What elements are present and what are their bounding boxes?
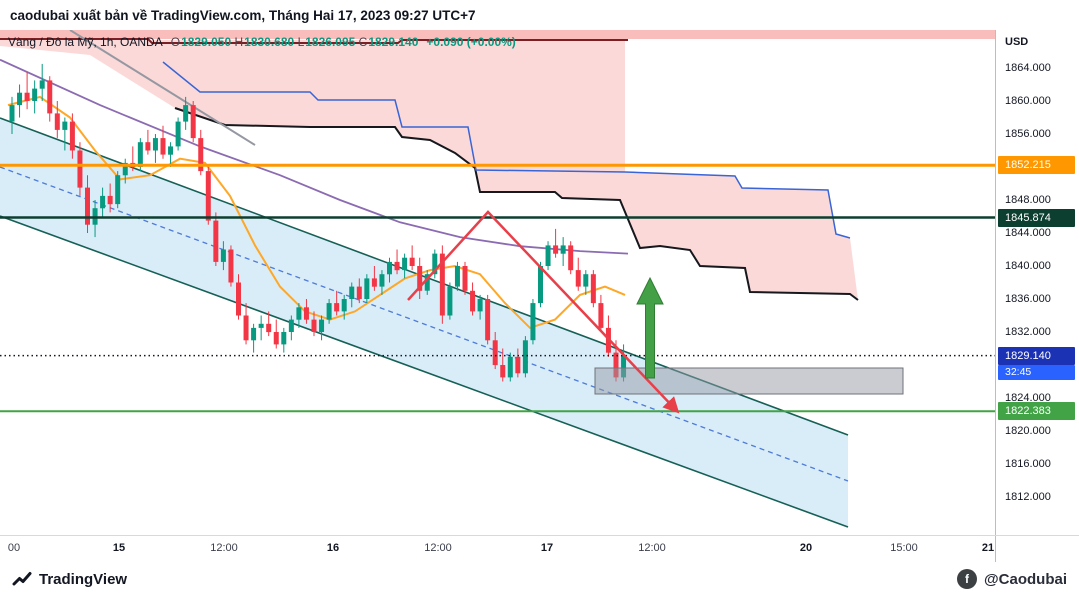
time-tick: 12:00 — [638, 542, 666, 554]
axis-corner — [995, 536, 1079, 562]
author-credit: f @Caodubai — [957, 569, 1067, 589]
time-tick: 12:00 — [424, 542, 452, 554]
horizontal-levels — [0, 163, 995, 413]
time-tick: 00 — [7, 542, 21, 554]
publish-text: caodubai xuất bản về TradingView.com, Th… — [10, 7, 476, 23]
price-tick: 1824.000 — [1005, 392, 1051, 404]
symbol-title[interactable]: Vàng / Đô la Mỹ, 1h, OANDA — [8, 35, 163, 49]
gray-trendline — [69, 30, 256, 146]
axis-currency-label: USD — [1005, 36, 1029, 48]
price-level-badge: 1845.874 — [998, 208, 1075, 227]
chart-legend: Vàng / Đô la Mỹ, 1h, OANDA O 1829.050 H 18… — [8, 35, 516, 49]
bar-countdown-badge: 32:45 — [998, 365, 1075, 381]
ohlc-token: O 1829.050 — [170, 35, 232, 49]
price-tick: 1832.000 — [1005, 326, 1051, 338]
time-tick: 20 — [799, 542, 813, 554]
green-up-arrow[interactable] — [636, 276, 664, 379]
ohlc-token: L 1826.095 — [297, 35, 356, 49]
price-tick: 1816.000 — [1005, 458, 1051, 470]
red-trend-arrow[interactable] — [407, 210, 680, 414]
price-tick: 1860.000 — [1005, 94, 1051, 107]
time-tick: 15 — [112, 542, 126, 554]
ohlc-values: O 1829.050 H 1830.680 L 1826.095 C 1829.140 — [171, 35, 419, 49]
time-tick: 17 — [540, 542, 554, 554]
time-axis-row: 00 15 12:00 16 12:00 17 12:00 20 15:00 21 — [0, 535, 1079, 562]
change-value: +0.090 (+0.00%) — [426, 35, 516, 49]
price-tick: 1848.000 — [1005, 193, 1051, 206]
price-level-badge: 1852.215 — [998, 156, 1075, 175]
ichimoku-cloud — [0, 30, 995, 301]
tradingview-brand[interactable]: TradingView — [12, 569, 127, 589]
social-profile-icon: f — [957, 569, 978, 589]
ohlc-token: C 1829.140 — [358, 35, 419, 49]
price-tick: 1864.000 — [1005, 61, 1051, 74]
time-tick: 21 — [981, 542, 995, 554]
chart-row: Vàng / Đô la Mỹ, 1h, OANDA O 1829.050 H 18… — [0, 30, 1079, 535]
price-tick: 1856.000 — [1005, 127, 1051, 140]
time-tick: 15:00 — [890, 542, 918, 554]
time-tick: 12:00 — [210, 542, 238, 554]
tradingview-logo-icon — [12, 572, 32, 586]
brand-label: TradingView — [39, 570, 128, 588]
price-level-badge: 1822.383 — [998, 402, 1075, 421]
author-handle: @Caodubai — [984, 570, 1067, 588]
time-axis[interactable]: 00 15 12:00 16 12:00 17 12:00 20 15:00 21 — [0, 536, 995, 562]
footer-bar: TradingView f @Caodubai — [0, 562, 1079, 595]
price-chart[interactable] — [0, 30, 995, 535]
publish-bar: caodubai xuất bản về TradingView.com, Th… — [0, 0, 1079, 30]
price-tick: 1812.000 — [1005, 491, 1051, 503]
ohlc-token: H 1830.680 — [234, 35, 295, 49]
price-level-badge: 1829.140 — [998, 346, 1075, 365]
price-tick: 1844.000 — [1005, 226, 1051, 239]
price-tick: 1840.000 — [1005, 259, 1051, 272]
price-tick: 1836.000 — [1005, 293, 1051, 305]
chart-canvas[interactable]: Vàng / Đô la Mỹ, 1h, OANDA O 1829.050 H 18… — [0, 30, 995, 535]
price-tick: 1820.000 — [1005, 425, 1051, 437]
price-axis[interactable]: USD 1864.000 1860.000 1856.000 1848.000 1844… — [995, 30, 1079, 535]
time-tick: 16 — [326, 542, 340, 554]
